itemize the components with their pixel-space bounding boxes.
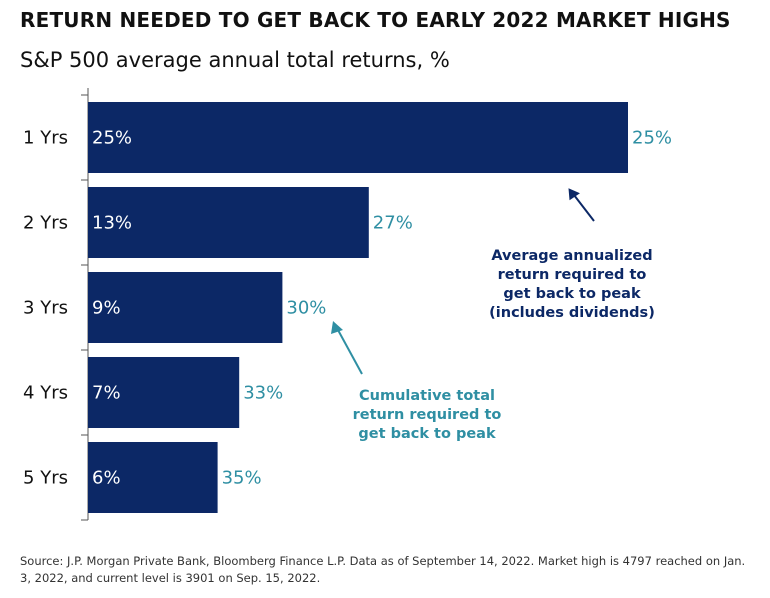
cumulative-value-label: 30%	[286, 298, 326, 319]
category-label: 3 Yrs	[23, 298, 68, 319]
category-label: 1 Yrs	[23, 128, 68, 149]
chart-subtitle: S&P 500 average annual total returns, %	[20, 48, 450, 72]
cumulative-value-label: 33%	[243, 383, 283, 404]
cumulative-value-label: 27%	[373, 213, 413, 234]
bar-annualized	[88, 357, 240, 428]
annualized-annotation-line: get back to peak	[503, 286, 641, 302]
annualized-value-label: 6%	[92, 468, 121, 489]
category-label: 5 Yrs	[23, 468, 68, 489]
annualized-annotation-line: return required to	[498, 267, 647, 283]
annualized-value-label: 13%	[92, 213, 132, 234]
source-note: Source: J.P. Morgan Private Bank, Bloomb…	[20, 554, 746, 585]
bar-annualized	[88, 187, 369, 258]
category-label: 2 Yrs	[23, 213, 68, 234]
annualized-value-label: 25%	[92, 128, 132, 149]
cumulative-annotation-line: return required to	[353, 407, 502, 423]
cumulative-arrow-head	[331, 321, 343, 334]
cumulative-arrow-line	[337, 329, 363, 375]
annualized-arrow-head	[568, 188, 580, 201]
bar-annualized	[88, 442, 218, 513]
annualized-annotation-line: (includes dividends)	[489, 305, 655, 321]
cumulative-annotation-line: get back to peak	[358, 426, 496, 442]
bar-annualized	[88, 272, 283, 343]
cumulative-value-label: 25%	[632, 128, 672, 149]
category-label: 4 Yrs	[23, 383, 68, 404]
annualized-value-label: 9%	[92, 298, 121, 319]
chart-title: RETURN NEEDED TO GET BACK TO EARLY 2022 …	[20, 8, 731, 32]
bar-annualized	[88, 102, 628, 173]
annualized-arrow-line	[573, 194, 595, 222]
cumulative-annotation-line: Cumulative total	[359, 388, 495, 404]
cumulative-value-label: 35%	[222, 468, 262, 489]
annualized-annotation-line: Average annualized	[491, 248, 652, 264]
annualized-value-label: 7%	[92, 383, 121, 404]
